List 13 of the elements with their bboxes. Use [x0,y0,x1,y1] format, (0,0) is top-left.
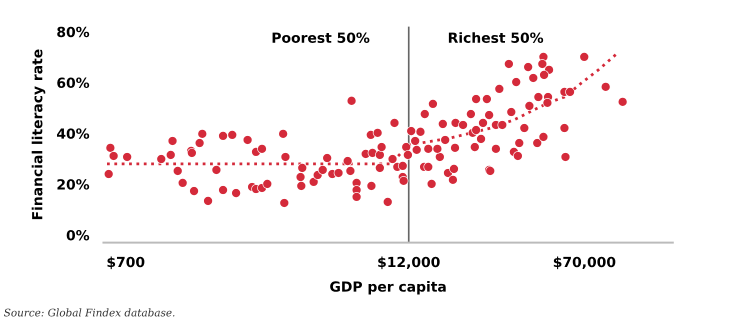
x-tick-label: $700 [107,256,144,270]
x-axis-title: GDP per capita [330,281,446,294]
y-tick-label: 0% [66,230,90,240]
source-note: Source: Global Findex database. [4,308,174,316]
y-tick-label: 20% [57,179,90,190]
y-tick-label: 40% [56,128,90,139]
y-tick-label: 80% [57,26,90,38]
annotation: Richest 50% [448,32,544,43]
annotation: Poorest 50% [272,32,370,43]
x-tick-label: $70,000 [554,256,616,270]
y-axis-title: Financial literacy rate [32,50,46,220]
y-tick-label: 60% [57,78,90,88]
x-tick-label: $12,000 [378,256,440,270]
